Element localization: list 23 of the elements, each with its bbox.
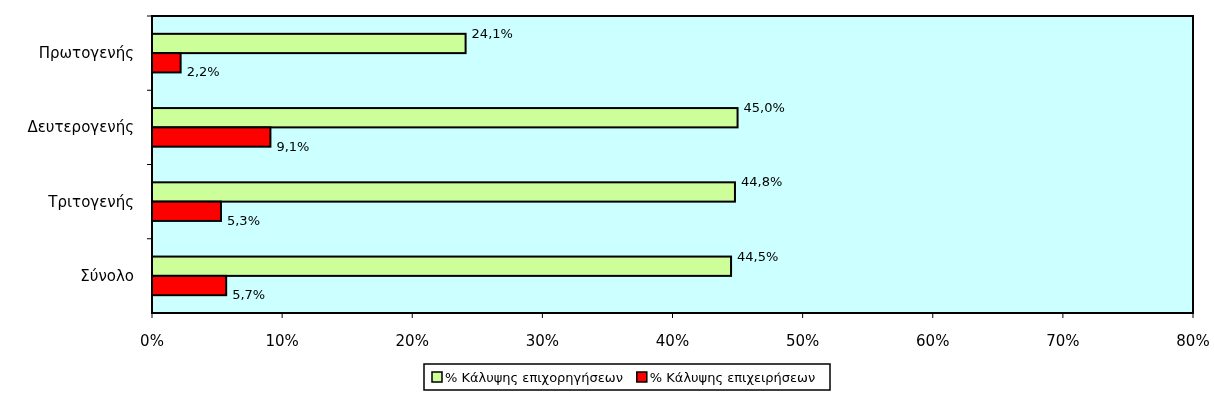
y-tick-label: Δευτερογενής: [27, 118, 134, 137]
data-label: 9,1%: [276, 138, 310, 154]
x-tick-label: 10%: [265, 332, 299, 350]
data-label: 44,5%: [737, 248, 779, 264]
data-label: 44,8%: [740, 174, 783, 190]
x-tick-label: 20%: [395, 332, 429, 350]
y-tick-label: Σύνολο: [80, 266, 134, 285]
x-tick-label: 60%: [916, 332, 950, 350]
data-label: 45,0%: [743, 100, 785, 116]
data-label: 24,1%: [471, 25, 513, 41]
x-tick-label: 80%: [1176, 332, 1210, 350]
legend-label: % Κάλυψης επιχειρήσεων: [649, 370, 816, 385]
x-tick-label: 40%: [655, 332, 690, 350]
legend-label: % Κάλυψης επιχορηγήσεων: [445, 370, 623, 385]
y-tick-label: Πρωτογενής: [38, 44, 134, 63]
x-tick-label: 30%: [525, 332, 560, 350]
x-tick-label: 70%: [1046, 332, 1080, 350]
data-label: 5,3%: [226, 212, 260, 228]
x-tick-label: 50%: [785, 332, 820, 350]
y-tick-label: Τριτογενής: [47, 192, 134, 211]
data-label: 2,2%: [186, 64, 220, 80]
x-tick-label: 0%: [140, 332, 164, 350]
data-label: 5,7%: [232, 287, 266, 303]
